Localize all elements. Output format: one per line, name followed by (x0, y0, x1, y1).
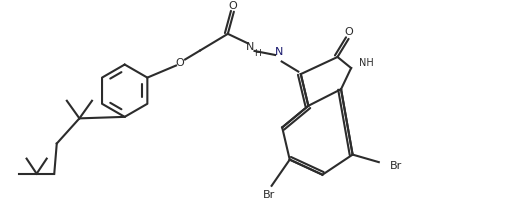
Text: O: O (228, 1, 237, 11)
Text: O: O (343, 27, 352, 37)
Text: N: N (274, 48, 283, 57)
Text: H: H (253, 49, 260, 58)
Text: Br: Br (389, 161, 401, 171)
Text: N: N (246, 42, 254, 52)
Text: O: O (175, 58, 184, 68)
Text: NH: NH (358, 58, 373, 68)
Text: Br: Br (263, 190, 275, 200)
